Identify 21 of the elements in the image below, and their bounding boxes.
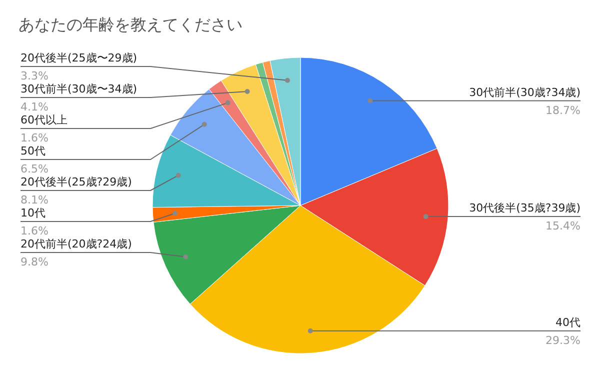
slice-label: 50代 [20,144,46,158]
slice-label: 30代前半(30歳〜34歳) [20,82,138,96]
data-label: 8.1% [20,194,48,206]
data-label: 3.3% [20,70,48,82]
slice-label: 20代前半(20歳?24歳) [20,238,132,250]
data-label: 4.1% [20,100,48,114]
data-label: 18.7% [546,104,581,117]
slice-label: 40代 [556,316,581,329]
data-label: 29.3% [546,334,581,347]
slice-label: 60代以上 [20,114,68,126]
slice-label: 30代前半(30歳?34歳) [469,86,581,99]
data-label: 15.4% [546,220,581,233]
slice-label: 10代 [20,206,46,220]
data-label: 1.6% [20,132,48,144]
slice-label: 30代後半(35歳?39歳) [469,202,581,215]
slice-label: 20代後半(25歳〜29歳) [20,52,138,64]
chart-title: あなたの年齢を教えてください [18,15,242,34]
data-label: 6.5% [20,162,48,176]
data-label: 1.6% [20,224,48,238]
slice-label: 20代後半(25歳?29歳) [20,176,132,188]
data-label: 9.8% [20,256,48,268]
